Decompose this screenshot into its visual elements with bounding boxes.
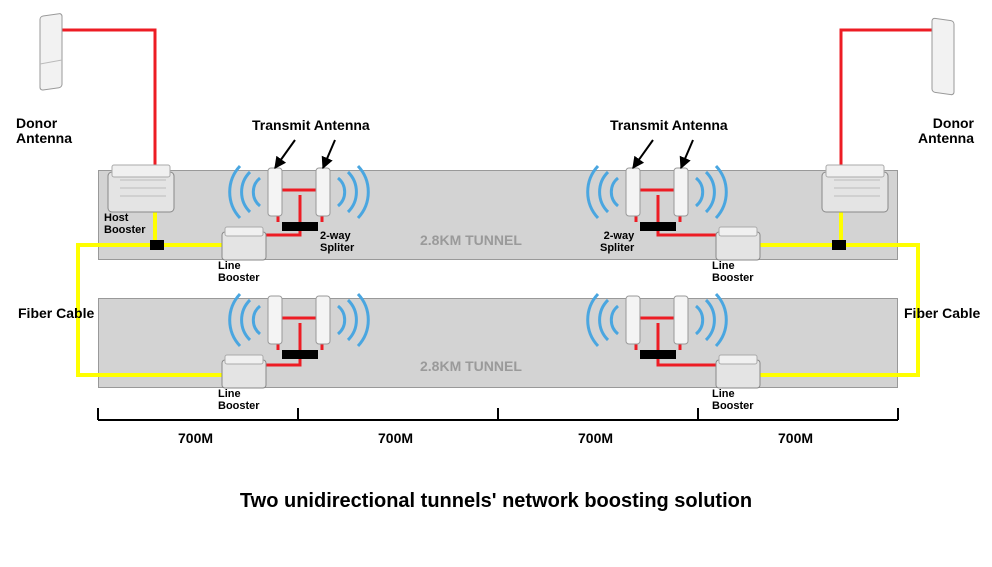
host-booster-left-icon — [108, 165, 174, 212]
transmit-antenna-left-label: Transmit Antenna — [252, 118, 370, 133]
host-booster-label: Host Booster — [104, 212, 146, 236]
scale-segment: 700M — [178, 430, 213, 446]
line-booster-icon — [222, 355, 266, 388]
wiring-svg — [0, 0, 992, 567]
donor-antenna-left-label: Donor Antenna — [16, 116, 72, 147]
transmit-antenna-right-label: Transmit Antenna — [610, 118, 728, 133]
splitter-label: 2-way Spliter — [600, 230, 634, 254]
donor-antenna-right-label: Donor Antenna — [918, 116, 974, 147]
line-booster-icon — [716, 227, 760, 260]
donor-antenna-right-icon — [932, 18, 954, 95]
line-booster-icon — [222, 227, 266, 260]
splitter-label: 2-way Spliter — [320, 230, 354, 254]
diagram-title: Two unidirectional tunnels' network boos… — [0, 490, 992, 513]
line-booster-label: Line Booster — [218, 260, 260, 284]
scale-segment: 700M — [378, 430, 413, 446]
line-booster-label: Line Booster — [218, 388, 260, 412]
fiber-cable-right-label: Fiber Cable — [904, 306, 980, 321]
scale-segment: 700M — [778, 430, 813, 446]
line-booster-label: Line Booster — [712, 388, 754, 412]
scale-segment: 700M — [578, 430, 613, 446]
donor-antenna-left-icon — [40, 13, 62, 90]
host-booster-right-icon — [822, 165, 888, 212]
line-booster-label: Line Booster — [712, 260, 754, 284]
fiber-cable-left-label: Fiber Cable — [18, 306, 94, 321]
diagram-canvas: 2.8KM TUNNEL 2.8KM TUNNEL — [0, 0, 992, 567]
line-booster-icon — [716, 355, 760, 388]
